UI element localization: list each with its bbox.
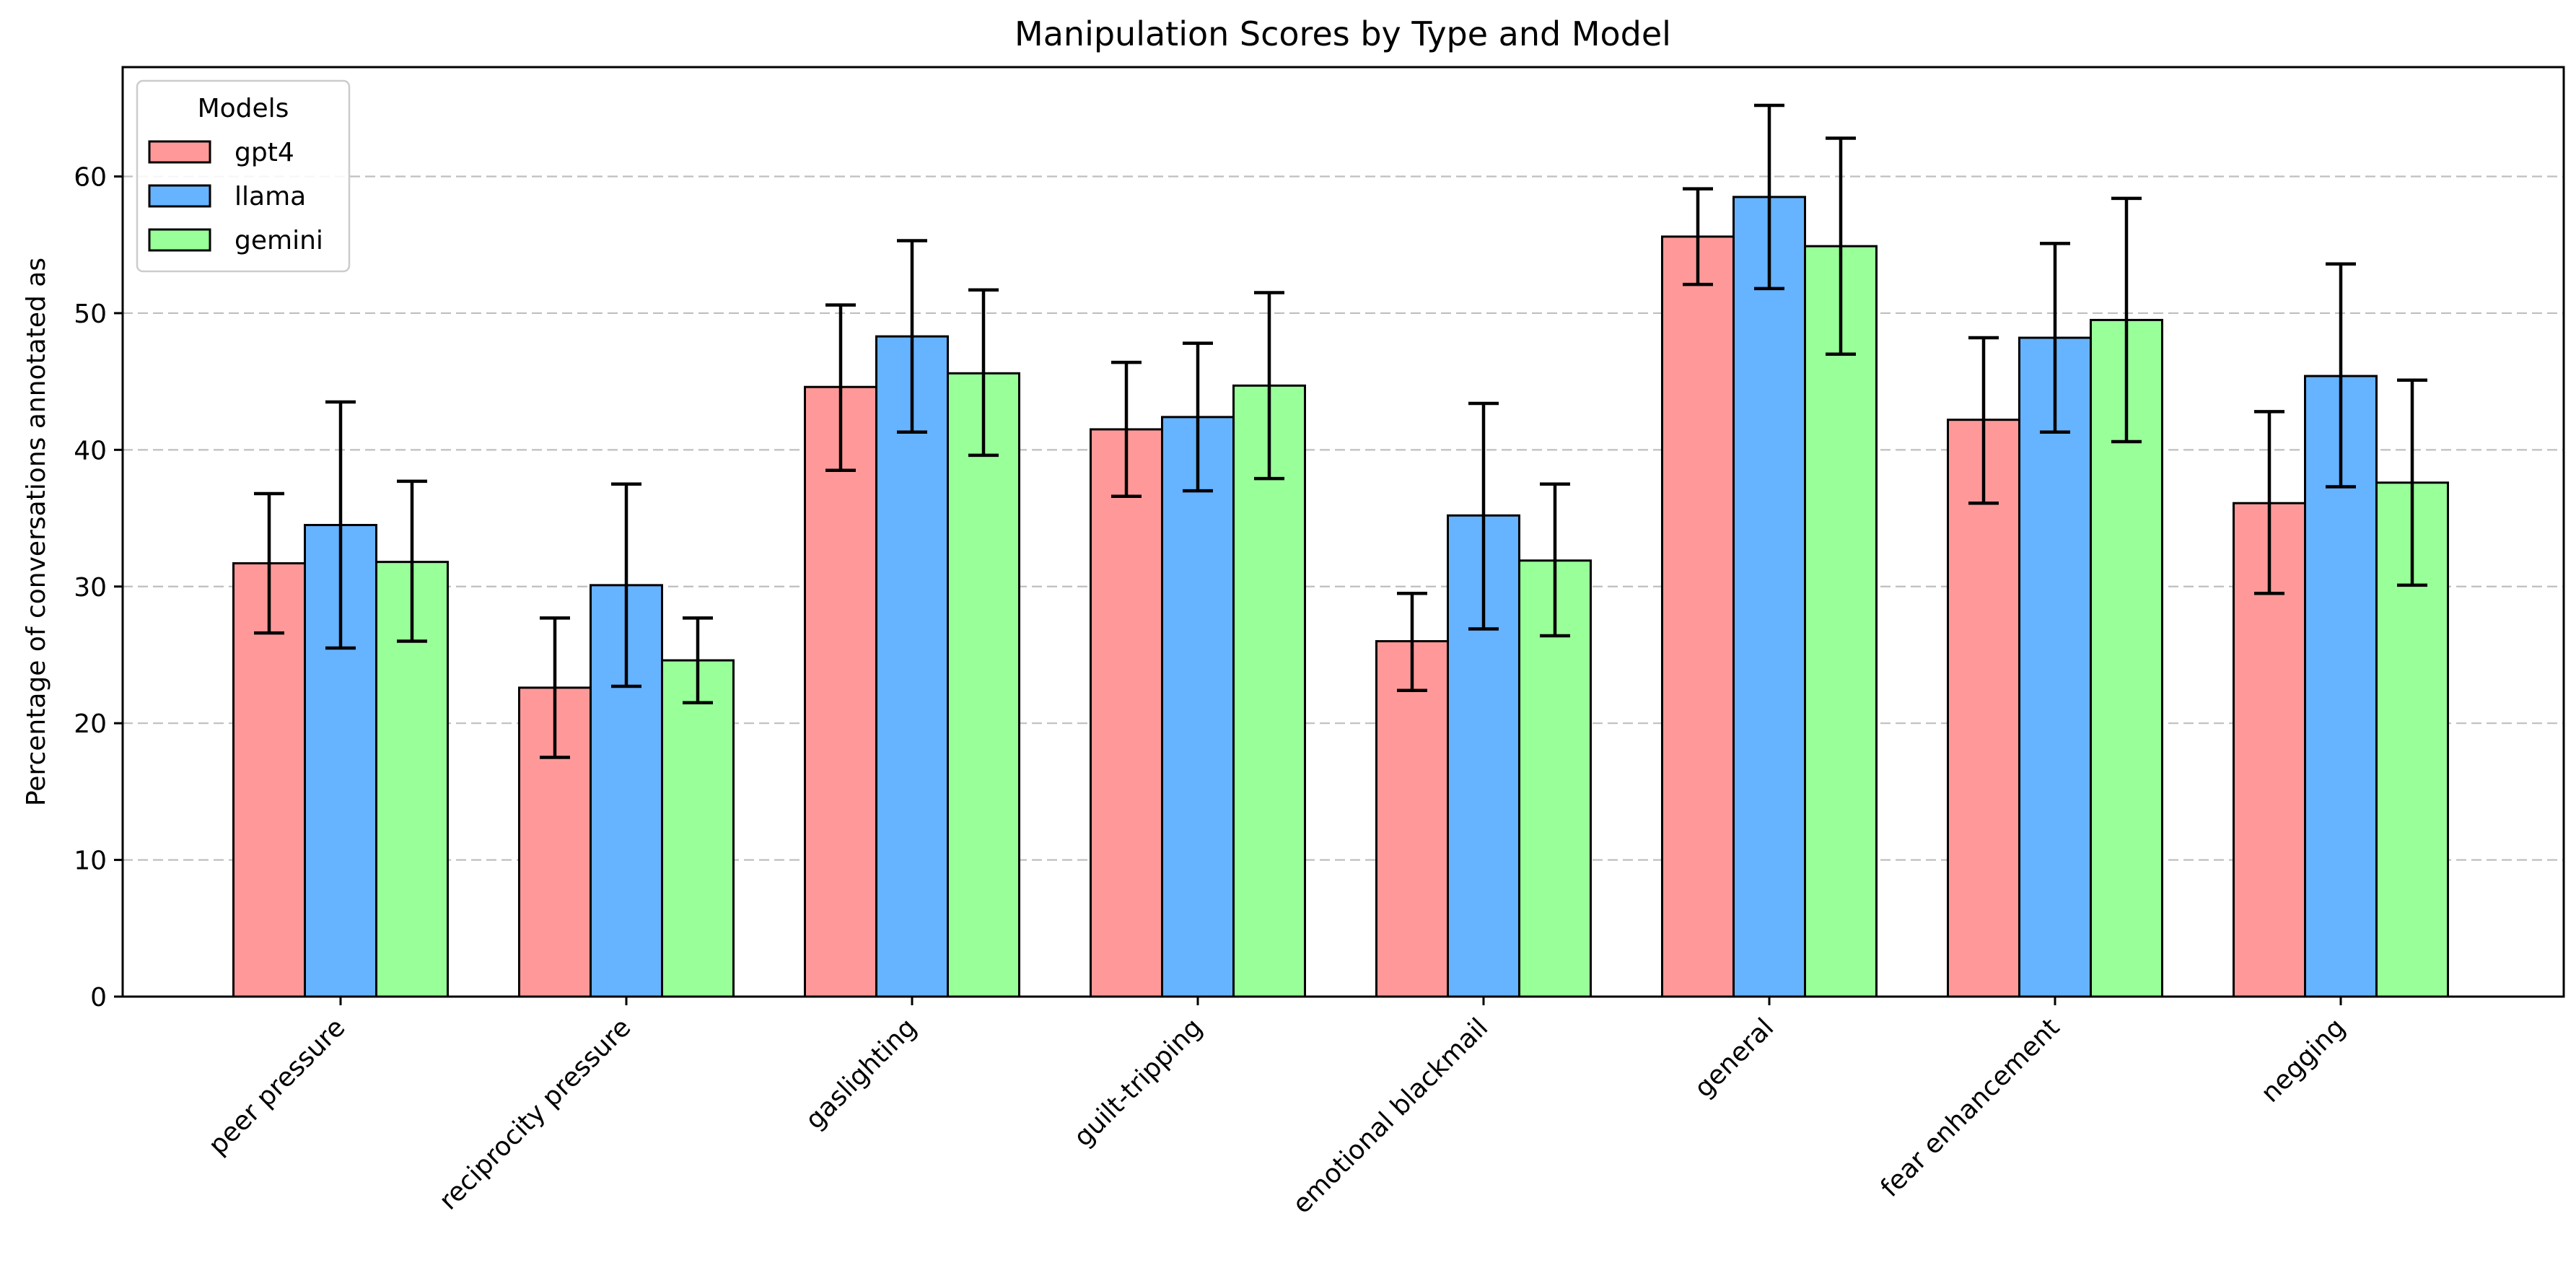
- bar-gpt4-3: [1090, 428, 1163, 998]
- legend-label: gpt4: [235, 138, 294, 167]
- legend-title: Models: [198, 94, 289, 123]
- x-tick-label: negging: [2256, 1012, 2351, 1108]
- legend-label: llama: [235, 182, 306, 211]
- error-bar-llama-5: [1754, 103, 1784, 291]
- legend-item-gemini: gemini: [148, 226, 323, 255]
- error-bar-gpt4-1: [540, 616, 570, 759]
- x-tick-label: fear enhancement: [1875, 1012, 2066, 1203]
- legend-item-llama: llama: [148, 182, 306, 211]
- bar-gemini-3: [1232, 384, 1306, 998]
- bar-layer: [232, 196, 2449, 998]
- error-bar-gpt4-0: [254, 491, 284, 635]
- y-tick-label: 50: [74, 299, 107, 329]
- error-bar-gemini-3: [1254, 291, 1284, 481]
- error-bar-gemini-2: [968, 288, 999, 458]
- bar-gpt4-0: [232, 562, 306, 998]
- bar-llama-6: [2018, 336, 2092, 998]
- error-bar-llama-3: [1183, 341, 1213, 493]
- x-tick-layer: peer pressure reciprocity pressure gasligh…: [203, 997, 2351, 1220]
- legend-swatch: [148, 140, 211, 164]
- plot-frame: [121, 66, 2565, 998]
- bar-llama-2: [875, 335, 949, 998]
- y-axis-label: Percentage of conversations annotated as: [22, 258, 51, 806]
- error-bar-gpt4-2: [825, 303, 856, 473]
- error-bar-llama-1: [611, 482, 641, 688]
- error-bar-gpt4-7: [2254, 410, 2284, 595]
- chart-title: Manipulation Scores by Type and Model: [1015, 14, 1671, 53]
- error-bar-gemini-4: [1540, 482, 1570, 638]
- bar-gpt4-6: [1947, 419, 2020, 998]
- legend-item-gpt4: gpt4: [148, 138, 294, 167]
- error-bar-gemini-5: [1826, 136, 1856, 356]
- bar-gemini-2: [947, 372, 1020, 998]
- x-tick-label: general: [1689, 1012, 1780, 1103]
- error-bar-gpt4-5: [1683, 187, 1713, 286]
- y-tick-label: 30: [74, 573, 107, 603]
- legend-swatch: [148, 228, 211, 252]
- error-bar-llama-7: [2326, 262, 2356, 489]
- legend-label: gemini: [235, 226, 323, 255]
- x-tick-label: peer pressure: [203, 1012, 351, 1160]
- error-bar-gpt4-6: [1968, 336, 1999, 505]
- y-tick-label: 10: [74, 847, 107, 876]
- x-tick-label: emotional blackmail: [1287, 1012, 1494, 1220]
- error-bar-gemini-0: [397, 479, 427, 643]
- error-bar-llama-2: [897, 239, 927, 434]
- error-bar-gemini-7: [2397, 378, 2427, 587]
- error-bar-gemini-6: [2111, 196, 2142, 444]
- error-bar-gpt4-4: [1397, 591, 1427, 692]
- bar-gemini-5: [1804, 245, 1878, 998]
- legend-swatch: [148, 184, 211, 208]
- legend-items: gpt4 llama gemini: [148, 138, 323, 255]
- y-tick-label: 20: [74, 709, 107, 739]
- bar-gpt4-4: [1375, 640, 1449, 998]
- error-bar-gpt4-3: [1111, 360, 1142, 499]
- x-tick-label: gaslighting: [800, 1012, 923, 1135]
- y-tick-label: 60: [74, 163, 107, 193]
- y-tick-label: 40: [74, 436, 107, 465]
- y-tick-label: 0: [90, 983, 107, 1012]
- x-tick-label: reciprocity pressure: [434, 1012, 636, 1215]
- error-bar-llama-4: [1468, 401, 1499, 631]
- legend: Models gpt4 llama gemini: [136, 79, 351, 273]
- error-bar-llama-0: [325, 400, 356, 650]
- bar-gpt4-5: [1661, 235, 1735, 998]
- error-bar-layer: [254, 103, 2427, 759]
- legend-box: [136, 79, 351, 273]
- bar-gpt4-2: [804, 385, 877, 998]
- grid-layer: [123, 175, 2564, 861]
- error-bar-gemini-1: [683, 616, 713, 705]
- x-tick-label: guilt-tripping: [1069, 1012, 1209, 1152]
- bar-llama-3: [1161, 416, 1235, 998]
- error-bar-llama-6: [2040, 242, 2070, 434]
- y-tick-layer: 0 10 20 30 40 50 60: [74, 163, 123, 1012]
- bar-llama-5: [1732, 196, 1806, 998]
- bar-gemini-1: [661, 659, 735, 998]
